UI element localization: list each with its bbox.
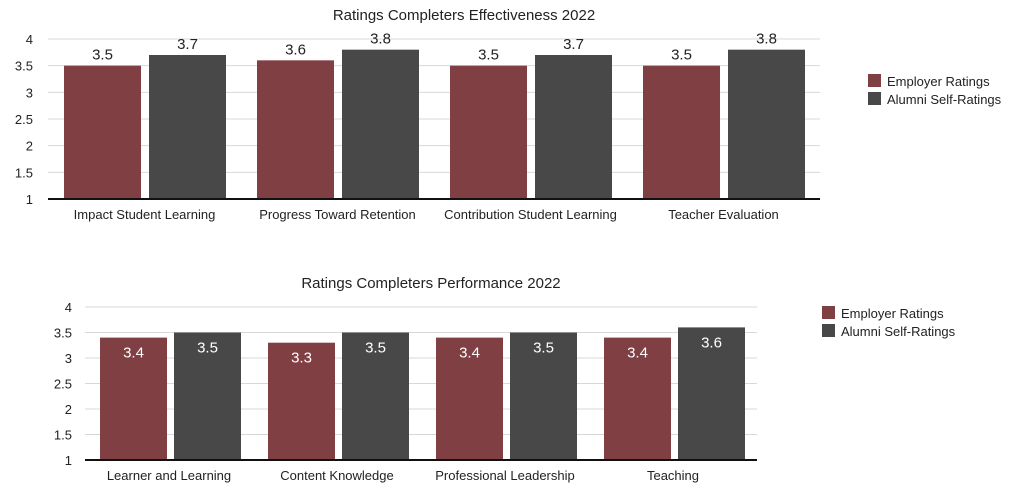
legend-swatch <box>868 74 881 87</box>
bar-employer <box>100 337 167 460</box>
y-tick-label: 1.5 <box>54 428 72 443</box>
y-tick-label: 3.5 <box>54 326 72 341</box>
x-tick-label: Learner and Learning <box>107 468 231 483</box>
chart-1: Ratings Completers Effectiveness 2022 1 1.… <box>15 7 1002 222</box>
y-tick-label: 3 <box>65 351 72 366</box>
y-tick-label: 2 <box>26 139 33 154</box>
bar-alumni <box>728 49 805 199</box>
y-tick-label: 3.5 <box>15 59 33 74</box>
data-label: 3.5 <box>478 47 499 64</box>
data-label: 3.6 <box>285 41 306 58</box>
x-tick-label: Impact Student Learning <box>74 207 216 222</box>
data-label: 3.5 <box>365 340 386 357</box>
bar-alumni <box>342 49 419 199</box>
bar-alumni <box>535 55 612 199</box>
x-tick-label: Teacher Evaluation <box>668 207 779 222</box>
y-tick-label: 4 <box>26 32 33 47</box>
y-tick-label: 1 <box>26 192 33 207</box>
y-tick-label: 3 <box>26 85 33 100</box>
x-tick-label: Progress Toward Retention <box>259 207 416 222</box>
bar-alumni <box>510 332 577 460</box>
data-label: 3.4 <box>627 345 648 362</box>
data-label: 3.5 <box>197 340 218 357</box>
data-label: 3.7 <box>563 36 584 53</box>
bar-alumni <box>149 55 226 199</box>
bar-employer <box>64 65 141 200</box>
legend-label: Alumni Self-Ratings <box>887 92 1002 107</box>
y-tick-label: 4 <box>65 300 72 315</box>
legend-swatch <box>822 306 835 319</box>
bar-alumni <box>174 332 241 460</box>
legend-swatch <box>868 92 881 105</box>
y-tick-label: 2 <box>65 402 72 417</box>
x-tick-label: Content Knowledge <box>280 468 393 483</box>
y-tick-label: 1.5 <box>15 165 33 180</box>
data-label: 3.6 <box>701 334 722 351</box>
data-label: 3.5 <box>533 340 554 357</box>
x-tick-label: Teaching <box>647 468 699 483</box>
x-tick-label: Professional Leadership <box>435 468 574 483</box>
bar-employer <box>450 65 527 200</box>
y-tick-label: 2.5 <box>15 112 33 127</box>
data-label: 3.4 <box>123 345 144 362</box>
legend-label: Employer Ratings <box>887 74 990 89</box>
data-label: 3.7 <box>177 36 198 53</box>
data-label: 3.8 <box>756 31 777 48</box>
chart-title: Ratings Completers Effectiveness 2022 <box>333 7 595 24</box>
data-label: 3.5 <box>671 47 692 64</box>
legend-swatch <box>822 324 835 337</box>
data-label: 3.4 <box>459 345 480 362</box>
legend-label: Employer Ratings <box>841 306 944 321</box>
data-label: 3.3 <box>291 350 312 367</box>
bar-employer <box>604 337 671 460</box>
bar-employer <box>268 342 335 460</box>
data-label: 3.8 <box>370 31 391 48</box>
data-label: 3.5 <box>92 47 113 64</box>
bar-alumni <box>342 332 409 460</box>
legend-label: Alumni Self-Ratings <box>841 324 956 339</box>
chart-title: Ratings Completers Performance 2022 <box>301 275 560 292</box>
bar-employer <box>643 65 720 200</box>
x-tick-label: Contribution Student Learning <box>444 207 617 222</box>
bar-alumni <box>678 327 745 460</box>
bar-employer <box>257 60 334 200</box>
bar-employer <box>436 337 503 460</box>
y-tick-label: 2.5 <box>54 377 72 392</box>
y-tick-label: 1 <box>65 453 72 468</box>
chart-2: Ratings Completers Performance 2022 1 1.5 2… <box>54 275 956 483</box>
